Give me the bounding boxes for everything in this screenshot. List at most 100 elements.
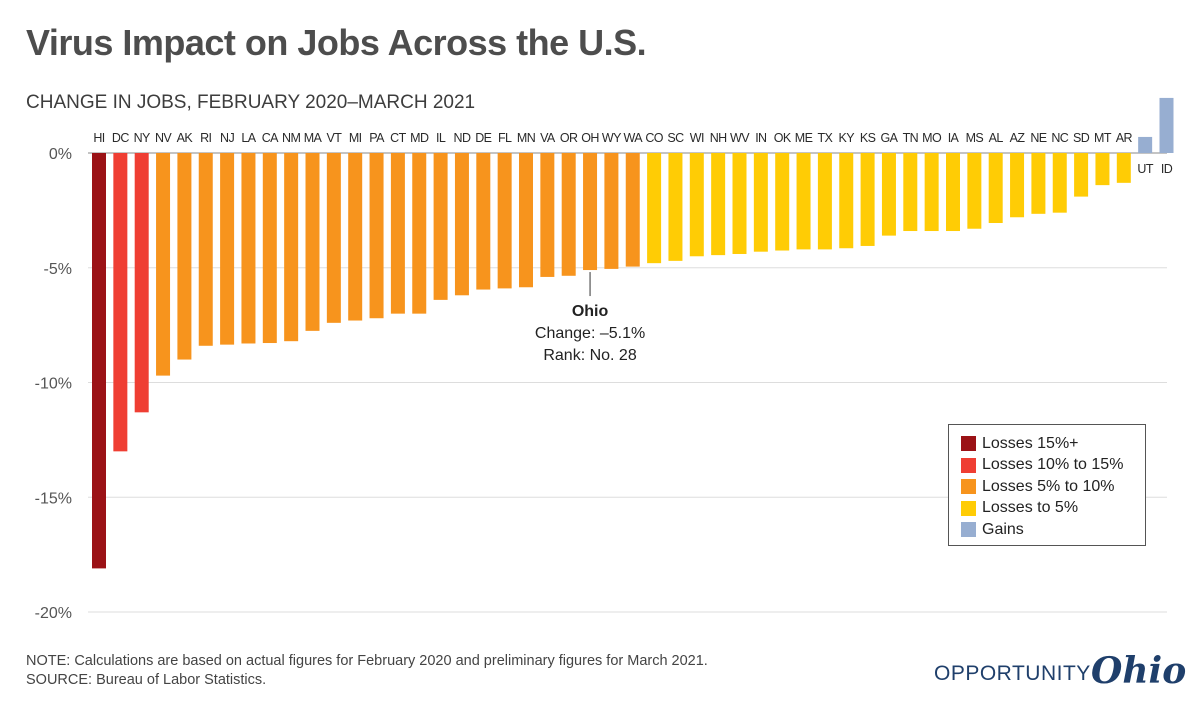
bar-nj [220,153,235,345]
legend-label: Losses 10% to 15% [982,456,1124,474]
bar-fl [497,153,512,289]
state-label-tx: TX [818,131,834,145]
state-label-id: ID [1161,162,1173,176]
bar-or [561,153,576,276]
bar-co [647,153,662,264]
state-label-ok: OK [774,131,792,145]
chart-title: Virus Impact on Jobs Across the U.S. [26,22,647,63]
state-label-me: ME [795,131,813,145]
bar-ks [860,153,875,246]
state-label-nd: ND [454,131,471,145]
state-label-mn: MN [517,131,536,145]
footnote: NOTE: Calculations are based on actual f… [26,652,708,690]
y-axis-ticks: 0% -5% -10% -15% -20% [35,146,72,622]
state-label-de: DE [475,131,491,145]
logo-script: Ohio [1091,650,1187,692]
state-label-md: MD [410,131,429,145]
state-label-wv: WV [730,131,750,145]
state-label-ct: CT [390,131,406,145]
state-label-wy: WY [602,131,622,145]
state-label-dc: DC [112,131,129,145]
state-label-or: OR [560,131,578,145]
state-label-ri: RI [200,131,211,145]
bar-ne [1031,153,1046,214]
legend-item-losses-15-plus: Losses 15%+ [961,433,1133,455]
ohio-annotation: Ohio Change: –5.1% Rank: No. 28 [535,272,645,364]
footnote-note: NOTE: Calculations are based on actual f… [26,653,708,669]
state-label-sc: SC [667,131,684,145]
bar-ga [881,153,896,236]
state-label-ma: MA [304,131,323,145]
state-label-nm: NM [282,131,300,145]
bar-in [753,153,768,252]
state-label-ms: MS [966,131,984,145]
state-label-wa: WA [624,131,644,145]
bar-wv [732,153,747,254]
state-label-il: IL [436,131,446,145]
annotation-state-name: Ohio [572,303,609,320]
state-label-ia: IA [948,131,960,145]
bar-az [1010,153,1025,218]
annotation-change: Change: –5.1% [535,325,645,342]
bar-ny [134,153,149,413]
bar-dc [113,153,128,452]
state-label-ne: NE [1030,131,1046,145]
bar-la [241,153,256,344]
bar-me [796,153,811,250]
legend-item-losses-to-5: Losses to 5% [961,498,1133,520]
y-tick-label: -15% [35,490,72,507]
bar-wy [604,153,619,269]
bar-wi [689,153,704,257]
y-tick-label: -5% [44,261,72,278]
state-label-ak: AK [177,131,194,145]
state-label-vt: VT [326,131,342,145]
bar-ma [305,153,320,331]
legend-swatch [961,479,976,495]
y-tick-label: -10% [35,376,72,393]
bar-nv [156,153,171,376]
bar-ms [967,153,982,229]
legend-item-losses-10-15: Losses 10% to 15% [961,455,1133,477]
chart-subtitle: CHANGE IN JOBS, FEBRUARY 2020–MARCH 2021 [26,92,476,113]
state-label-al: AL [989,131,1004,145]
legend-item-gains: Gains [961,519,1133,541]
bar-sd [1074,153,1089,197]
bar-ut [1138,136,1153,153]
legend-label: Losses to 5% [982,499,1079,517]
state-label-nv: NV [155,131,172,145]
state-label-ks: KS [860,131,876,145]
state-label-ar: AR [1116,131,1133,145]
bar-de [476,153,491,290]
legend-label: Losses 5% to 10% [982,477,1115,495]
state-label-co: CO [645,131,663,145]
state-label-mi: MI [349,131,362,145]
state-label-pa: PA [369,131,385,145]
legend-label: Losses 15%+ [982,434,1079,452]
legend: Losses 15%+ Losses 10% to 15% Losses 5% … [948,424,1146,546]
state-labels: HI DC NY NV AK RI NJ LA CA NM MA VT MI PA CT MD IL ND DE FL… [93,131,1173,176]
bar-wa [625,153,640,267]
bar-ri [198,153,213,346]
state-label-fl: FL [498,131,512,145]
state-label-va: VA [540,131,556,145]
bar-mo [924,153,939,232]
bar-chart: HI DC NY NV AK RI NJ LA CA NM MA VT MI PA CT MD IL ND DE FL… [35,97,1174,622]
bar-ok [775,153,790,251]
logo-wordmark: OPPORTUNITY [934,662,1091,685]
bar-vt [326,153,341,323]
bar-ct [390,153,405,314]
state-label-ca: CA [262,131,279,145]
bar-nm [284,153,299,342]
bar-nh [711,153,726,256]
bar-tx [817,153,832,250]
bar-pa [369,153,384,319]
state-label-mo: MO [922,131,942,145]
bar-ia [946,153,960,232]
y-tick-label: -20% [35,605,72,622]
bar-nd [454,153,469,296]
state-label-nj: NJ [220,131,234,145]
state-label-tn: TN [903,131,919,145]
state-label-ut: UT [1137,162,1153,176]
bar-md [412,153,427,314]
bar-il [433,153,448,300]
